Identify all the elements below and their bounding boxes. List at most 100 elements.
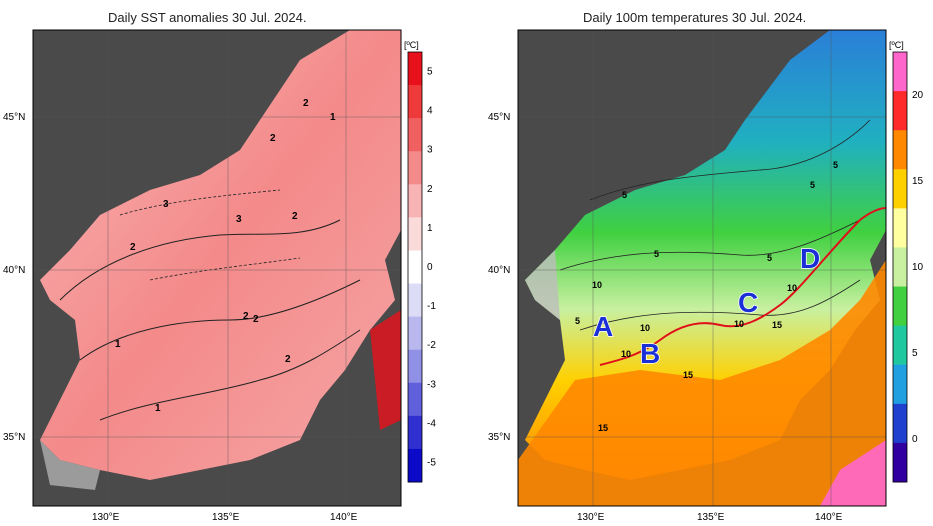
colorbar-cell [893,403,907,444]
left-axis-labels: 45°N 40°N 35°N 130°E 135°E 140°E [3,112,358,523]
left-panel-title: Daily SST anomalies 30 Jul. 2024. [108,10,307,25]
colorbar-tick-label: 0 [912,434,918,445]
region-label-c: C [738,287,758,318]
left-contour-label: 3 [236,214,242,225]
lon-tick-label: 135°E [697,512,725,523]
right-contour-label: 5 [622,190,627,200]
lon-tick-label: 140°E [815,512,843,523]
left-contour-label: 2 [270,133,276,144]
colorbar-cell [408,85,422,119]
left-contour-label: 1 [155,403,161,414]
right-gridlines [518,30,886,506]
left-shallow-mask [40,440,100,490]
left-contour-1 [59,219,361,421]
colorbar-cell [408,250,422,285]
region-label-b: B [640,338,660,369]
colorbar-cell [893,91,907,131]
colorbar-cell [893,442,907,483]
colorbar-tick-label: 0 [427,262,433,273]
right-contour-label: 10 [592,280,602,290]
left-red-coast [370,310,401,430]
left-sea-area [40,30,401,480]
lon-tick-label: 130°E [577,512,605,523]
colorbar-cell [408,217,422,251]
colorbar-tick-label: -5 [427,457,436,468]
colorbar-tick-label: 15 [912,176,924,187]
colorbar-cell [893,52,907,92]
colorbar-cell [408,382,422,417]
right-panel-title: Daily 100m temperatures 30 Jul. 2024. [583,10,807,25]
right-contour-label: 15 [683,370,693,380]
right-pink-region [820,440,886,506]
colorbar-cell [408,52,422,86]
right-contour-label: 10 [734,319,744,329]
colorbar-cell [893,247,907,288]
colorbar-cell [408,448,422,483]
colorbar-cell [408,283,422,318]
colorbar-cell [893,130,907,170]
lon-tick-label: 135°E [212,512,240,523]
region-label-a: A [593,311,613,342]
colorbar-cell [408,415,422,450]
lat-tick-label: 35°N [3,432,25,443]
left-contour-label: 2 [253,314,259,325]
colorbar-cell [408,184,422,218]
left-gridlines [33,30,401,506]
left-contour-label: 2 [285,354,291,365]
colorbar-cell [408,316,422,351]
colorbar-tick-label: 3 [427,145,433,156]
lat-tick-label: 40°N [3,265,25,276]
left-contour-labels: 2 1 2 3 3 2 2 2 2 1 1 2 [115,98,336,414]
lat-tick-label: 40°N [488,265,510,276]
colorbar-tick-label: -3 [427,379,436,390]
colorbar-tick-label: 1 [427,223,433,234]
left-colorbar-unit: [ºC] [404,40,419,50]
colorbar-tick-label: 10 [912,262,924,273]
right-contour-label: 5 [833,160,838,170]
lat-tick-label: 35°N [488,432,510,443]
right-contour-label: 5 [810,180,815,190]
colorbar-cell [893,286,907,327]
right-contour-1 [559,119,871,331]
colorbar-tick-label: 2 [427,184,433,195]
left-map-frame [32,29,402,507]
left-contour-label: 1 [115,339,121,350]
colorbar-tick-label: -4 [427,418,436,429]
right-contour-label: 10 [640,323,650,333]
right-contour-label: 15 [598,423,608,433]
colorbar-tick-label: -2 [427,340,436,351]
left-contour-label: 3 [163,199,169,210]
right-colorbar: [ºC] 20 15 10 5 0 [889,40,924,483]
left-colorbar: [ºC] 5 4 3 2 1 0 -1 -2 -3 -4 -5 [404,40,436,483]
colorbar-cell [408,118,422,152]
left-contour-label: 1 [330,112,336,123]
lon-tick-label: 130°E [92,512,120,523]
lat-tick-label: 45°N [3,112,25,123]
right-shallow-mask [525,250,560,320]
right-contour-labels: 5 5 5 5 10 5 10 10 10 15 15 15 10 5 [575,160,838,433]
lat-tick-label: 45°N [488,112,510,123]
lon-tick-label: 140°E [330,512,358,523]
right-contour-label: 5 [654,249,659,259]
colorbar-tick-label: 20 [912,90,924,101]
right-contour-label: 10 [787,283,797,293]
colorbar-tick-label: 5 [427,67,433,78]
left-contour-label: 2 [303,98,309,109]
region-labels: A B C D [592,242,821,370]
right-axis-labels: 45°N 40°N 35°N 130°E 135°E 140°E [488,112,843,523]
colorbar-cell [408,151,422,185]
right-map [518,30,886,506]
left-map [33,30,401,506]
colorbar-cell [408,349,422,384]
left-contour-label: 2 [243,311,249,322]
right-warm-south [518,260,886,506]
right-contour-label: 5 [767,253,772,263]
colorbar-cell [893,325,907,366]
colorbar-cell [893,364,907,405]
colorbar-tick-label: -1 [427,301,436,312]
colorbar-cell [893,208,907,248]
colorbar-tick-label: 5 [912,348,918,359]
left-contour-label: 2 [130,242,136,253]
right-map-frame [517,29,887,507]
